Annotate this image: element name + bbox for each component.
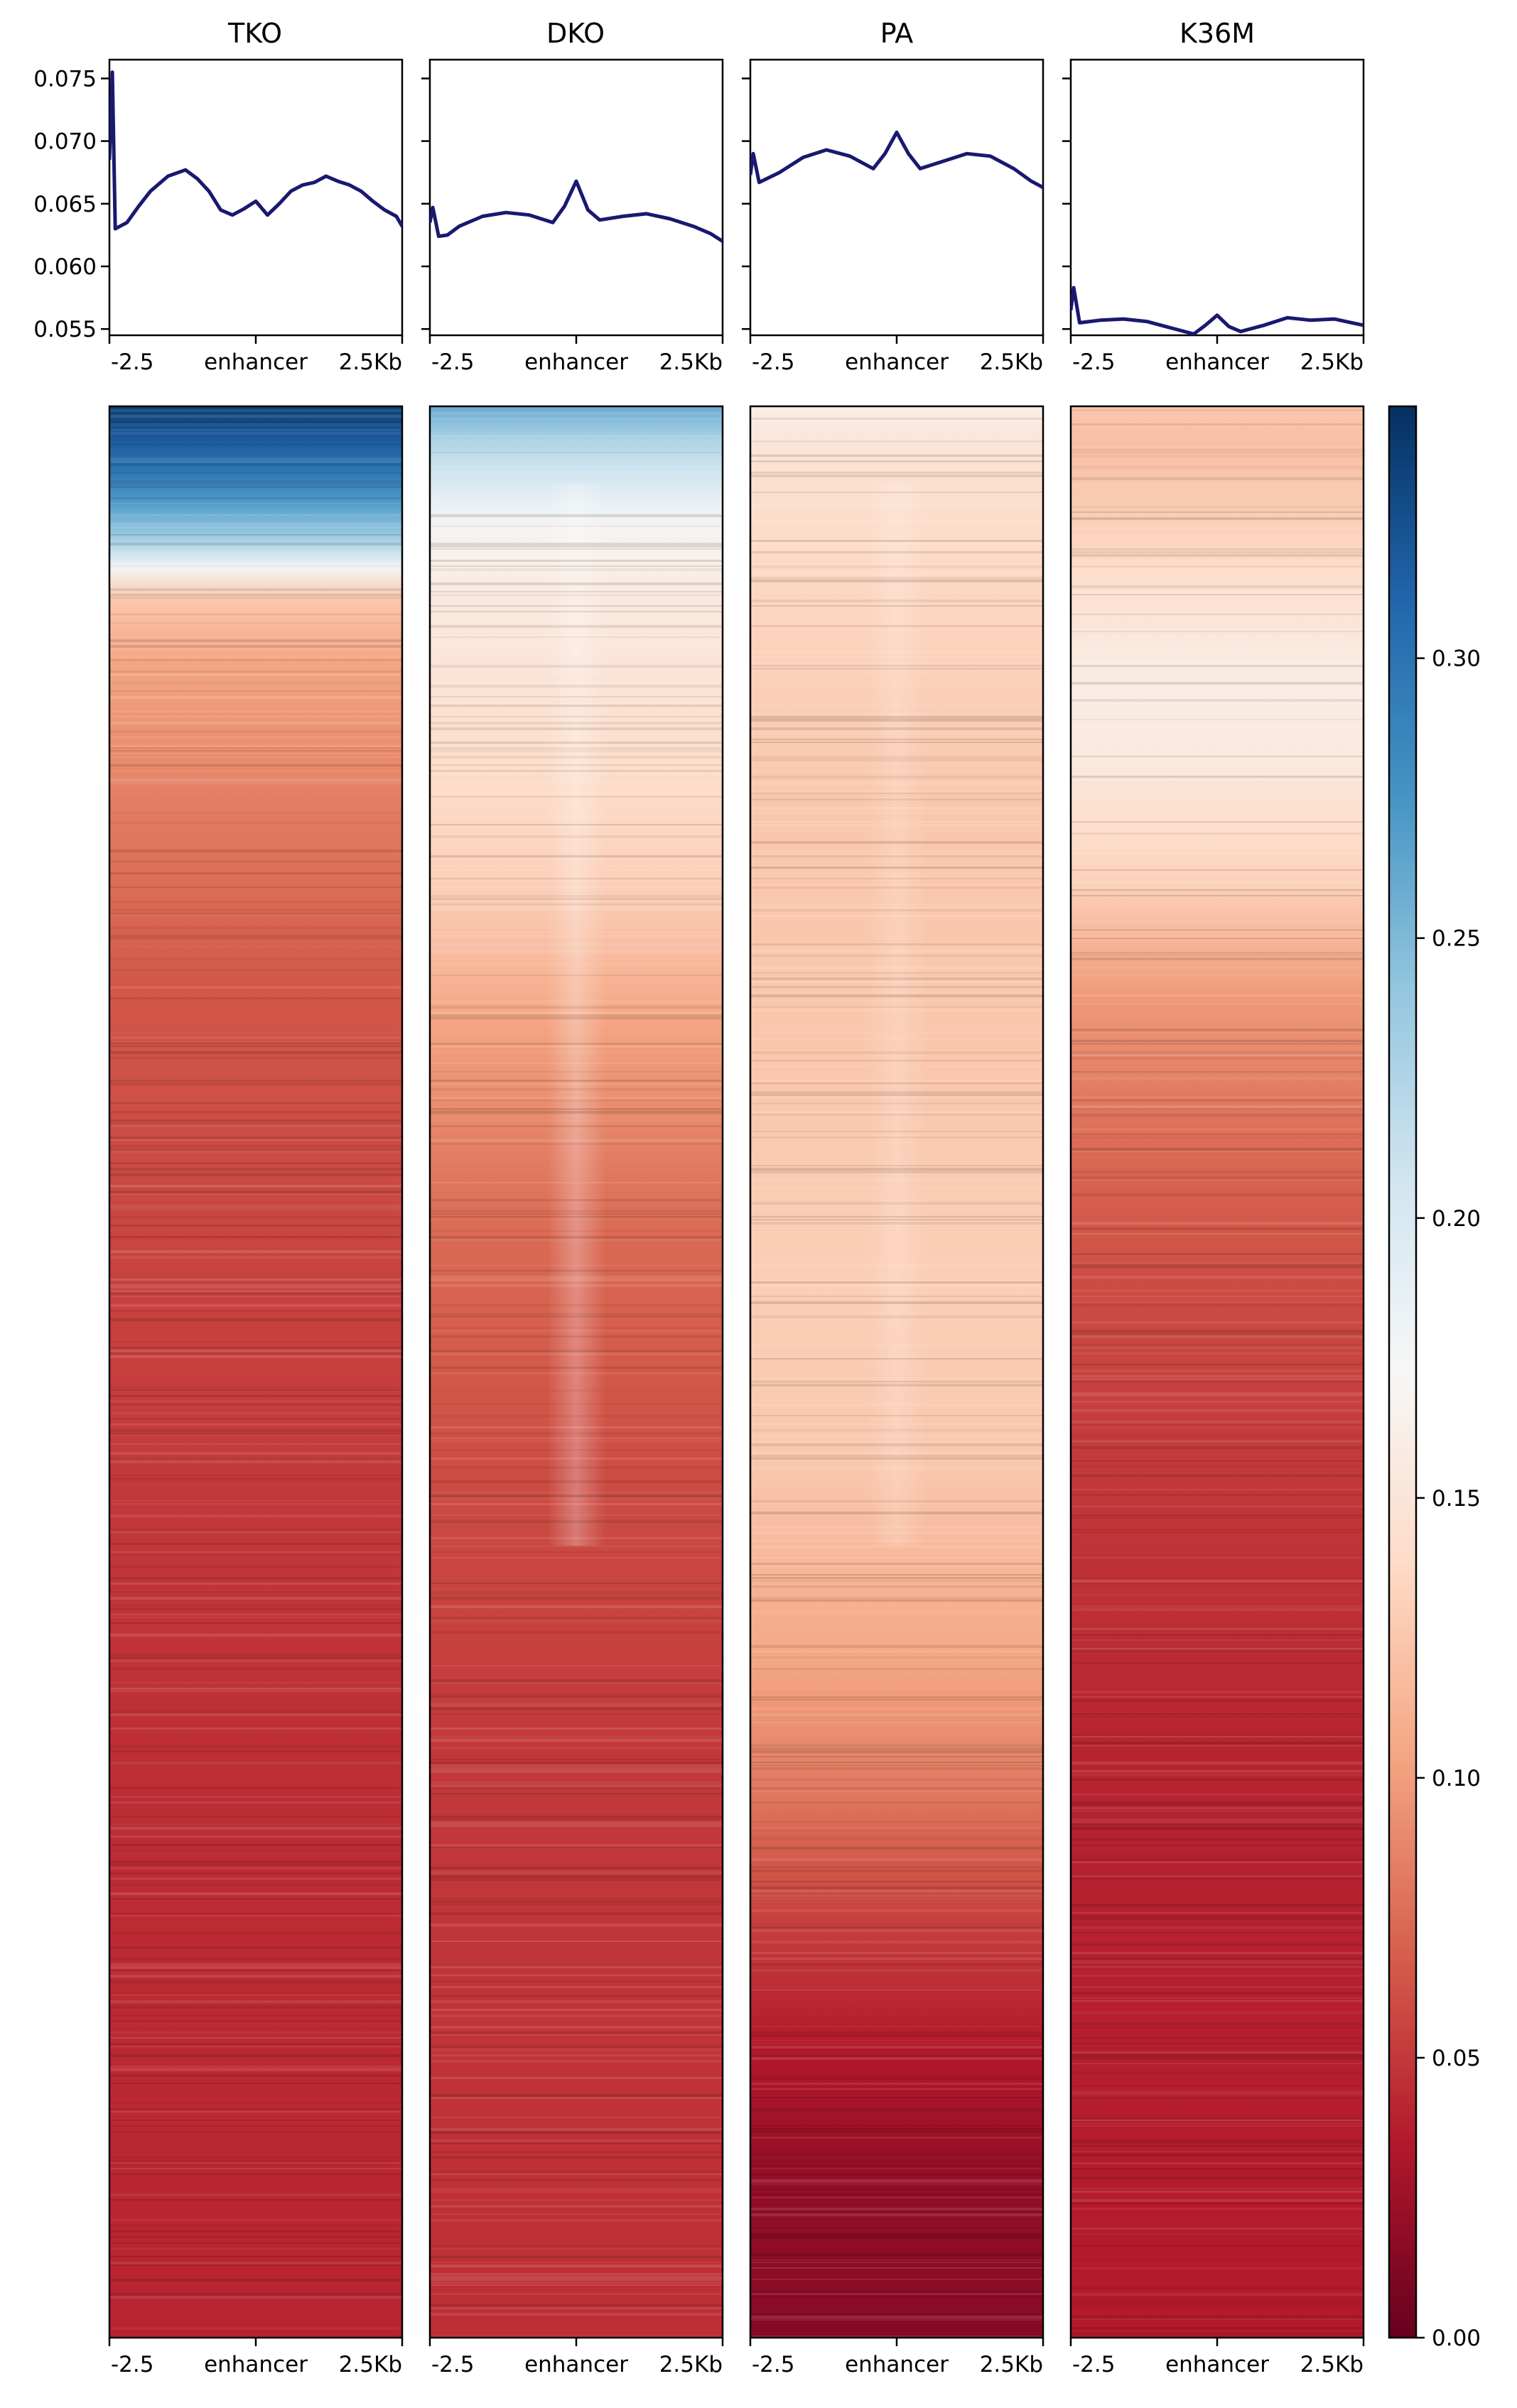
profile-panel-k36m: -2.5 enhancer 2.5Kb — [1062, 58, 1365, 375]
heatmap-center-enrichment — [867, 483, 927, 1546]
heatmap-xtick-label: -2.5 — [1072, 2352, 1116, 2377]
heatmap-center-enrichment — [546, 483, 606, 1546]
colorbar-tick-label: 0.15 — [1432, 1486, 1481, 1512]
heatmap-xtick-label: -2.5 — [752, 2352, 795, 2377]
heatmap-panels: -2.5 enhancer 2.5Kb -2.5 enhancer 2.5Kb -2.5 en… — [108, 405, 1365, 2377]
profile-line-pa — [750, 130, 1043, 190]
profile-panel-pa: -2.5 enhancer 2.5Kb — [742, 58, 1044, 375]
heatmap-panel-pa: -2.5 enhancer 2.5Kb — [749, 405, 1044, 2377]
heatmap-xtick-label: -2.5 — [431, 2352, 475, 2377]
heatmap-row-texture — [1071, 409, 1364, 2336]
heatmap-panel-k36m: -2.5 enhancer 2.5Kb — [1069, 405, 1365, 2377]
profile-plots: 0.055 0.060 0.065 0.070 0.075 -2.5 enhancer 2.5… — [33, 58, 1365, 375]
colorbar-tick-label: 0.00 — [1432, 2326, 1481, 2351]
profile-ytick-label: 0.075 — [33, 66, 97, 92]
profile-xtick-label: -2.5 — [111, 349, 154, 375]
profile-ytick-label: 0.060 — [33, 254, 97, 280]
profile-line-dko — [430, 179, 723, 243]
colorbar: 0.00 0.05 0.10 0.15 0.20 0.25 0.30 — [1388, 405, 1481, 2351]
heatmap-panel-dko: -2.5 enhancer 2.5Kb — [428, 405, 724, 2377]
title-pa: PA — [880, 18, 913, 49]
heatmap-xtick-label: 2.5Kb — [659, 2352, 723, 2377]
heatmap-panel-tko: -2.5 enhancer 2.5Kb — [108, 405, 404, 2377]
profile-xtick-label: -2.5 — [431, 349, 475, 375]
colorbar-scale — [1388, 405, 1418, 2339]
heatmap-xtick-label: 2.5Kb — [339, 2352, 402, 2377]
profile-frame — [1069, 58, 1365, 337]
profile-ytick-label: 0.070 — [33, 129, 97, 155]
heatmap-xtick-label: enhancer — [524, 2352, 628, 2377]
profile-xtick-label: enhancer — [204, 349, 308, 375]
heatmap-xtick-label: enhancer — [204, 2352, 308, 2377]
profile-panel-tko: 0.055 0.060 0.065 0.070 0.075 -2.5 enhancer 2.5… — [33, 58, 404, 375]
heatmap-xtick-label: -2.5 — [111, 2352, 154, 2377]
profile-xtick-label: enhancer — [845, 349, 949, 375]
profile-panel-dko: -2.5 enhancer 2.5Kb — [421, 58, 724, 375]
title-k36m: K36M — [1179, 18, 1255, 49]
profile-xtick-label: enhancer — [524, 349, 628, 375]
heatmap-row-texture — [430, 412, 723, 2338]
colorbar-tick-label: 0.20 — [1432, 1206, 1481, 1232]
heatmap-body — [109, 406, 402, 2338]
profile-xtick-label: 2.5Kb — [980, 349, 1043, 375]
heatmap-row-texture — [750, 409, 1043, 2338]
heatmap-xtick-label: enhancer — [845, 2352, 949, 2377]
title-dko: DKO — [546, 18, 605, 49]
heatmap-xtick-label: 2.5Kb — [980, 2352, 1043, 2377]
title-tko: TKO — [227, 18, 282, 49]
profile-xtick-label: 2.5Kb — [659, 349, 723, 375]
profile-xtick-label: 2.5Kb — [339, 349, 402, 375]
heatmap-body — [1071, 406, 1364, 2338]
colorbar-tick-label: 0.10 — [1432, 1766, 1481, 1791]
sample-titles: TKO DKO PA K36M — [227, 18, 1255, 49]
colorbar-tick-label: 0.05 — [1432, 2046, 1481, 2071]
profile-line-tko — [109, 70, 402, 231]
colorbar-tick-label: 0.30 — [1432, 646, 1481, 672]
profile-frame — [428, 58, 724, 337]
profile-xtick-label: enhancer — [1165, 349, 1269, 375]
profile-frame — [749, 58, 1044, 337]
heatmap-row-texture — [109, 409, 402, 2330]
profile-ytick-label: 0.055 — [33, 317, 97, 342]
colorbar-tick-label: 0.25 — [1432, 926, 1481, 952]
heatmap-xtick-label: enhancer — [1165, 2352, 1269, 2377]
profile-xtick-label: 2.5Kb — [1300, 349, 1364, 375]
heatmap-xtick-label: 2.5Kb — [1300, 2352, 1364, 2377]
profile-xtick-label: -2.5 — [752, 349, 795, 375]
profile-line-k36m — [1071, 286, 1364, 335]
profile-frame — [108, 58, 404, 337]
profile-ytick-label: 0.065 — [33, 192, 97, 217]
profile-xtick-label: -2.5 — [1072, 349, 1116, 375]
